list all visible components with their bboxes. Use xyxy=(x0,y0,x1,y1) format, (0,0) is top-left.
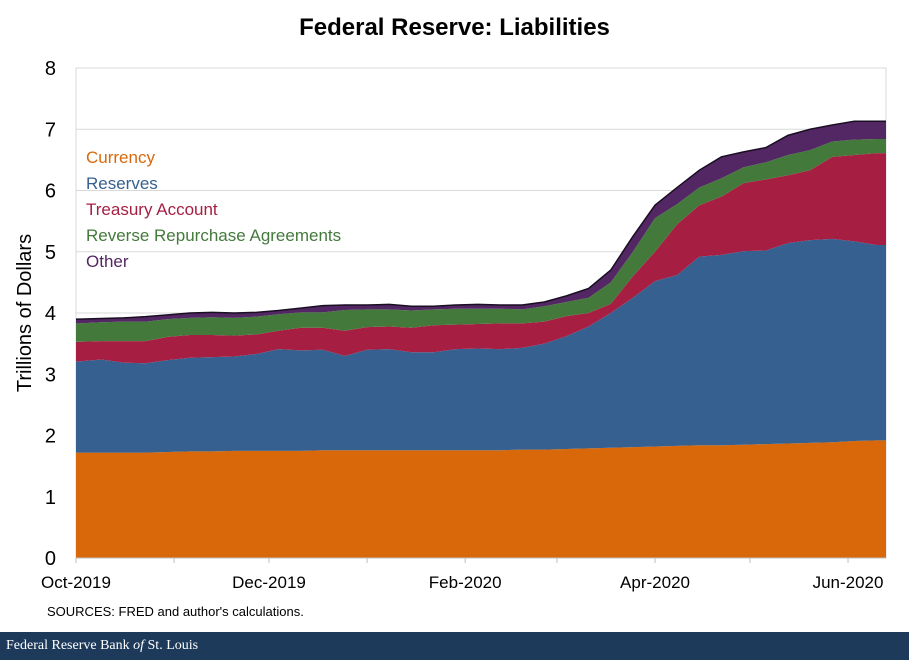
y-tick-label: 7 xyxy=(45,119,56,141)
area-currency xyxy=(76,440,886,558)
footer-suffix: St. Louis xyxy=(144,638,199,653)
y-tick-label: 8 xyxy=(45,58,56,80)
x-tick-label: Feb-2020 xyxy=(429,573,502,592)
y-tick-label: 6 xyxy=(45,181,56,203)
area-treasury-account xyxy=(76,153,886,364)
y-tick-label: 4 xyxy=(45,303,56,325)
total-outline xyxy=(76,120,886,320)
y-tick-label: 0 xyxy=(45,548,56,570)
y-tick-label: 3 xyxy=(45,364,56,386)
legend-currency: Currency xyxy=(86,148,155,167)
area-reserves xyxy=(76,238,886,453)
footer-branding: Federal Reserve Bank of St. Louis xyxy=(0,632,909,660)
y-tick-label: 1 xyxy=(45,487,56,509)
x-tick-label: Apr-2020 xyxy=(620,573,690,592)
chart-area: 0 1 2 3 4 5 6 7 8 Oct-2019 Dec-2019 Feb-2020 Apr-202… xyxy=(14,58,887,592)
y-axis-label: Trillions of Dollars xyxy=(14,234,36,392)
legend-other: Other xyxy=(86,252,129,271)
x-tick-label: Jun-2020 xyxy=(813,573,884,592)
x-tick-label: Oct-2019 xyxy=(41,573,111,592)
footer-prefix: Federal Reserve Bank xyxy=(6,638,134,653)
legend-treasury-account: Treasury Account xyxy=(86,200,218,219)
y-tick-label: 5 xyxy=(45,242,56,264)
area-other xyxy=(76,121,886,324)
legend-reserves: Reserves xyxy=(86,174,158,193)
footer-of: of xyxy=(133,638,145,653)
chart-title: Federal Reserve: Liabilities xyxy=(299,14,610,41)
legend-reverse-repurchase-agreements: Reverse Repurchase Agreements xyxy=(86,226,342,245)
x-tick-label: Dec-2019 xyxy=(232,573,306,592)
area-reverse-repurchase-agreements xyxy=(76,139,886,342)
y-tick-label: 2 xyxy=(45,426,56,448)
sources-note: SOURCES: FRED and author's calculations. xyxy=(47,604,304,619)
